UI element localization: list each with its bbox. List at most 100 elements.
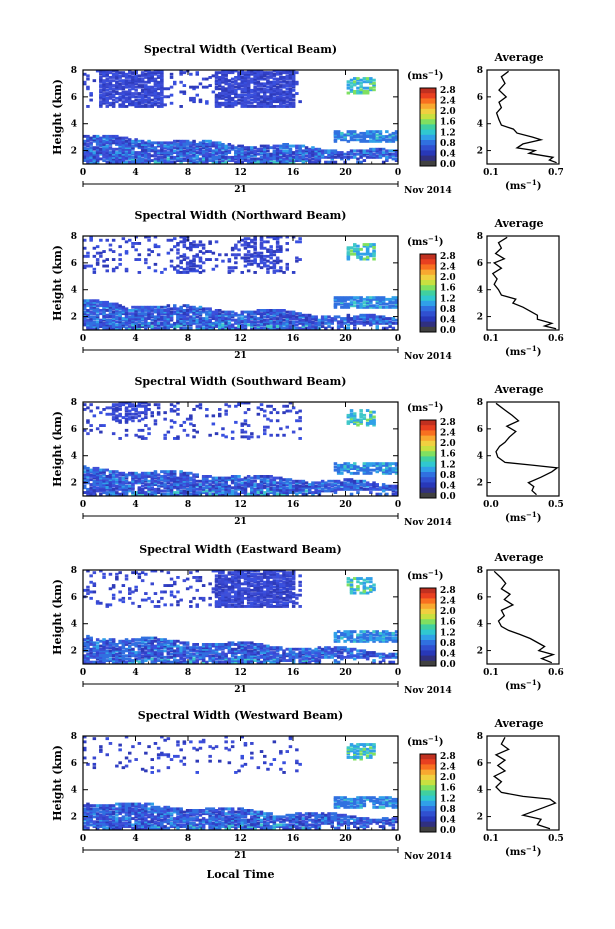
heatmap-cells bbox=[83, 569, 399, 664]
heatmap-cell bbox=[111, 90, 116, 94]
heatmap-cell bbox=[224, 72, 228, 76]
heatmap-cell bbox=[99, 478, 103, 482]
heatmap-cell bbox=[179, 144, 183, 148]
heatmap-cell bbox=[189, 264, 193, 268]
heatmap-cell bbox=[237, 325, 241, 328]
heatmap-cell bbox=[153, 159, 158, 162]
heatmap-cell bbox=[218, 82, 222, 86]
heatmap-cell bbox=[140, 401, 145, 405]
heatmap-cell bbox=[182, 159, 187, 162]
heatmap-cell bbox=[263, 491, 267, 494]
heatmap-cell bbox=[221, 427, 225, 431]
heatmap-cell bbox=[353, 323, 357, 327]
heatmap-cell bbox=[369, 320, 373, 324]
heatmap-cell bbox=[272, 313, 277, 317]
heatmap-cell bbox=[102, 159, 106, 162]
heatmap-cell bbox=[298, 481, 302, 485]
heatmap-cell bbox=[288, 144, 293, 148]
heatmap-cell bbox=[349, 492, 354, 496]
heatmap-cell bbox=[288, 154, 293, 158]
heatmap-cell bbox=[285, 235, 289, 239]
heatmap-cell bbox=[259, 251, 264, 255]
profile-line bbox=[491, 236, 557, 330]
heatmap-cell bbox=[285, 489, 289, 493]
heatmap-cell bbox=[86, 251, 90, 255]
heatmap-cell bbox=[86, 143, 90, 146]
heatmap-cell bbox=[92, 310, 97, 314]
heatmap-cell bbox=[124, 481, 129, 485]
heatmap-cell bbox=[201, 309, 206, 312]
heatmap-cell bbox=[115, 484, 119, 488]
heatmap-cell bbox=[346, 133, 351, 137]
heatmap-cell bbox=[115, 403, 119, 407]
heatmap-cell bbox=[128, 146, 132, 150]
heatmap-cell bbox=[124, 157, 129, 161]
heatmap-cell bbox=[378, 151, 383, 154]
heatmap-cell bbox=[359, 418, 363, 422]
heatmap-cell bbox=[365, 296, 370, 300]
heatmap-cell bbox=[317, 483, 322, 486]
heatmap-cell bbox=[346, 470, 351, 474]
heatmap-cell bbox=[388, 301, 392, 304]
heatmap-cell bbox=[153, 479, 158, 483]
heatmap-cell bbox=[147, 80, 151, 84]
heatmap-cell bbox=[189, 267, 193, 271]
heatmap-cell bbox=[362, 479, 367, 483]
heatmap-cell bbox=[227, 492, 232, 496]
heatmap-cell bbox=[234, 79, 238, 83]
heatmap-cell bbox=[224, 409, 228, 413]
heatmap-cell bbox=[128, 151, 132, 154]
heatmap-cell bbox=[205, 144, 209, 148]
heatmap-cell bbox=[365, 313, 370, 317]
heatmap-cell bbox=[365, 463, 370, 467]
heatmap-cell bbox=[163, 437, 167, 440]
heatmap-cell bbox=[250, 157, 254, 161]
heatmap-cell bbox=[227, 71, 232, 75]
heatmap-cell bbox=[92, 492, 97, 496]
heatmap-cell bbox=[359, 304, 363, 308]
heatmap-cell bbox=[205, 159, 209, 162]
heatmap-cell bbox=[288, 312, 293, 316]
heatmap-cell bbox=[298, 487, 302, 491]
heatmap-cell bbox=[131, 412, 135, 416]
heatmap-cell bbox=[272, 92, 277, 95]
heatmap-cell bbox=[218, 103, 222, 107]
heatmap-cell bbox=[140, 74, 145, 78]
heatmap-cell bbox=[343, 302, 347, 306]
heatmap-cell bbox=[105, 655, 109, 659]
heatmap-cell bbox=[156, 325, 161, 328]
heatmap-cell bbox=[349, 420, 354, 424]
heatmap-cell bbox=[189, 146, 193, 150]
heatmap-cell bbox=[144, 406, 148, 410]
heatmap-cell bbox=[346, 467, 351, 470]
heatmap-cell bbox=[349, 463, 354, 467]
colorbar-tick-label: 2.0 bbox=[440, 107, 456, 117]
heatmap-cell bbox=[89, 138, 93, 142]
heatmap-cell bbox=[124, 414, 129, 418]
heatmap-cell bbox=[304, 481, 309, 485]
heatmap-cell bbox=[201, 139, 206, 143]
heatmap-cell bbox=[147, 483, 151, 486]
heatmap-cell bbox=[224, 478, 228, 482]
heatmap-cell bbox=[179, 323, 183, 327]
heatmap-cell bbox=[189, 259, 193, 263]
heatmap-cell bbox=[111, 69, 116, 73]
heatmap-cell bbox=[349, 81, 354, 85]
heatmap-cell bbox=[263, 72, 267, 76]
heatmap-cell bbox=[381, 317, 386, 320]
heatmap-cell bbox=[285, 492, 289, 496]
heatmap-cell bbox=[179, 321, 183, 325]
heatmap-cell bbox=[192, 159, 196, 162]
heatmap-cell bbox=[285, 315, 289, 319]
heatmap-cell bbox=[128, 157, 132, 161]
heatmap-cell bbox=[144, 155, 148, 159]
heatmap-cell bbox=[169, 487, 174, 491]
heatmap-cell bbox=[324, 489, 328, 493]
profile-x-tick-label: 0.5 bbox=[548, 500, 564, 510]
heatmap-cell bbox=[182, 157, 187, 161]
heatmap-cell bbox=[214, 76, 219, 79]
profile-y-tick-label: 4 bbox=[477, 286, 483, 296]
heatmap-cell bbox=[140, 435, 145, 439]
heatmap-cell bbox=[156, 323, 161, 327]
heatmap-cell bbox=[128, 143, 132, 146]
